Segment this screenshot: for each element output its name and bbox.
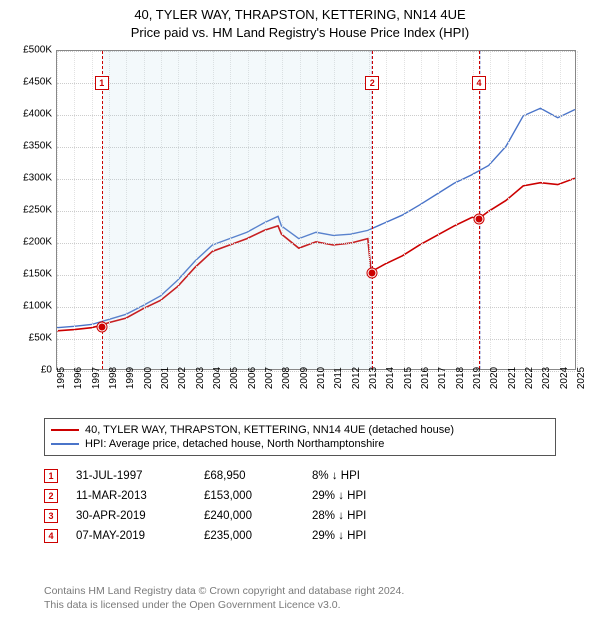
footer-line1: Contains HM Land Registry data © Crown c… [44,584,556,598]
transaction-delta: 29% ↓ HPI [312,530,412,542]
x-axis-label: 2025 [576,367,600,389]
y-axis-label: £350K [8,141,52,152]
chart-title-line1: 40, TYLER WAY, THRAPSTON, KETTERING, NN1… [0,6,600,24]
sale-dot [97,322,106,331]
transaction-price: £235,000 [204,530,294,542]
y-axis-label: £300K [8,173,52,184]
transaction-row: 3 30-APR-2019 £240,000 28% ↓ HPI [44,506,556,526]
transaction-price: £153,000 [204,490,294,502]
transaction-row: 1 31-JUL-1997 £68,950 8% ↓ HPI [44,466,556,486]
chart-title-block: 40, TYLER WAY, THRAPSTON, KETTERING, NN1… [0,0,600,41]
footer-attribution: Contains HM Land Registry data © Crown c… [44,584,556,612]
y-axis-label: £150K [8,269,52,280]
y-axis-label: £200K [8,237,52,248]
page-container: 40, TYLER WAY, THRAPSTON, KETTERING, NN1… [0,0,600,620]
plot-area: 1 2 4 [56,50,576,370]
legend-row: 40, TYLER WAY, THRAPSTON, KETTERING, NN1… [51,423,549,437]
chart-area: 1 2 4 £0 £50K £100K £150K £200K £250K £300K £350K… [8,44,592,414]
y-axis-label: £100K [8,301,52,312]
legend-label: 40, TYLER WAY, THRAPSTON, KETTERING, NN1… [85,424,454,436]
transaction-marker: 1 [44,469,58,483]
y-axis-label: £450K [8,77,52,88]
transaction-delta: 28% ↓ HPI [312,510,412,522]
sale-dot [368,269,377,278]
y-axis-label: £400K [8,109,52,120]
transaction-date: 07-MAY-2019 [76,530,186,542]
transaction-date: 30-APR-2019 [76,510,186,522]
legend: 40, TYLER WAY, THRAPSTON, KETTERING, NN1… [44,418,556,456]
transactions-table: 1 31-JUL-1997 £68,950 8% ↓ HPI 2 11-MAR-2013 £… [44,466,556,546]
transaction-date: 31-JUL-1997 [76,470,186,482]
transaction-price: £240,000 [204,510,294,522]
legend-label: HPI: Average price, detached house, Nort… [85,438,384,450]
chart-title-line2: Price paid vs. HM Land Registry's House … [0,24,600,42]
transaction-marker: 4 [44,529,58,543]
chart-flag-marker: 1 [95,76,109,90]
transaction-marker: 2 [44,489,58,503]
legend-swatch [51,429,79,431]
y-axis-label: £500K [8,45,52,56]
legend-swatch [51,443,79,445]
footer-line2: This data is licensed under the Open Gov… [44,598,556,612]
transaction-price: £68,950 [204,470,294,482]
y-axis-label: £0 [8,365,52,376]
transaction-row: 4 07-MAY-2019 £235,000 29% ↓ HPI [44,526,556,546]
y-axis-label: £250K [8,205,52,216]
transaction-delta: 29% ↓ HPI [312,490,412,502]
legend-row: HPI: Average price, detached house, Nort… [51,437,549,451]
transaction-row: 2 11-MAR-2013 £153,000 29% ↓ HPI [44,486,556,506]
transaction-date: 11-MAR-2013 [76,490,186,502]
chart-flag-marker: 2 [365,76,379,90]
y-axis-label: £50K [8,333,52,344]
sale-dot [474,215,483,224]
transaction-marker: 3 [44,509,58,523]
transaction-delta: 8% ↓ HPI [312,470,412,482]
chart-flag-marker: 4 [472,76,486,90]
